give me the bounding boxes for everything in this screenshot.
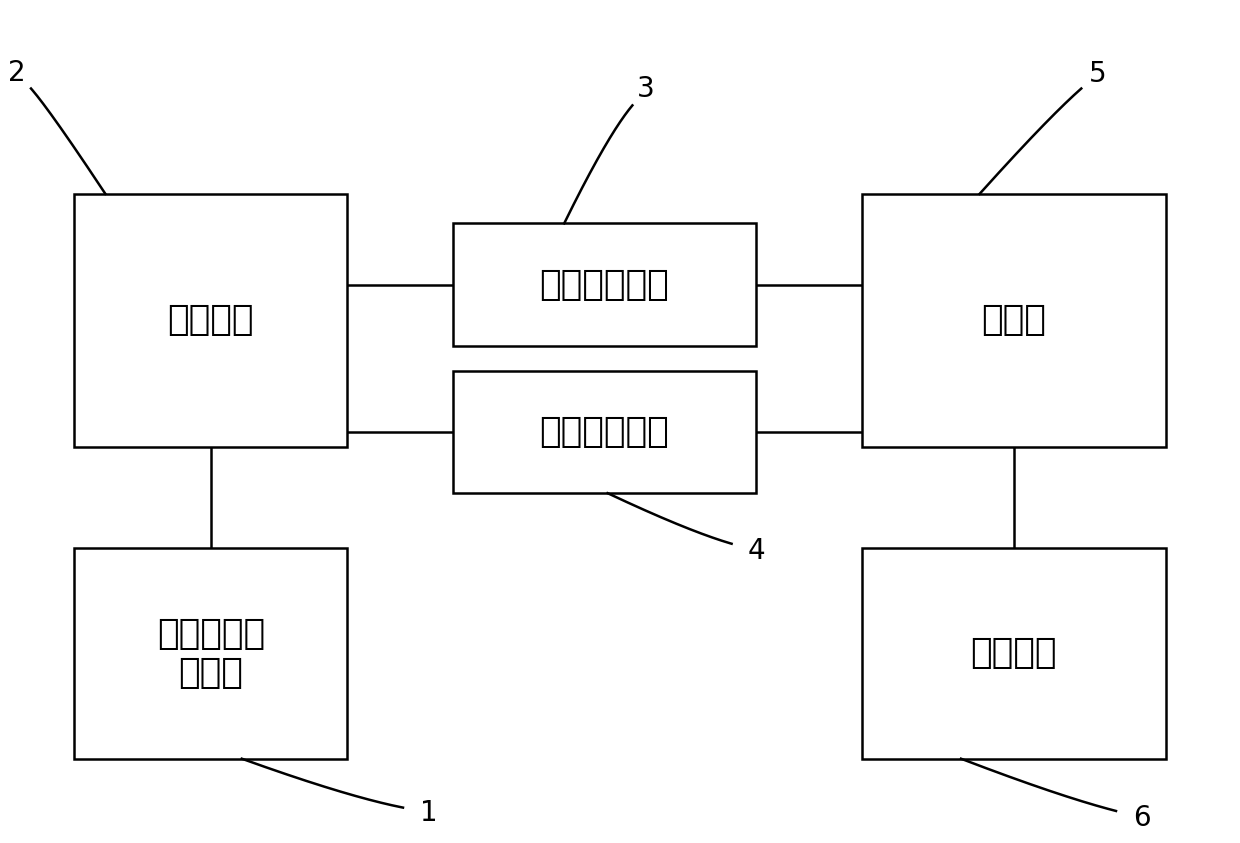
Text: 工频隔离耦
合模块: 工频隔离耦 合模块 — [156, 616, 265, 690]
Text: 电压采样模块: 电压采样模块 — [539, 267, 670, 302]
Text: 5: 5 — [1089, 60, 1107, 88]
Text: 1: 1 — [420, 798, 438, 827]
Bar — [862, 194, 1166, 447]
Text: 2: 2 — [9, 59, 26, 87]
Bar — [453, 371, 756, 493]
Bar — [862, 548, 1166, 759]
Text: 控制器: 控制器 — [981, 303, 1047, 337]
Text: 滤波模块: 滤波模块 — [167, 303, 254, 337]
Text: 6: 6 — [1132, 803, 1151, 831]
Bar — [453, 223, 756, 346]
Text: 4: 4 — [748, 537, 765, 565]
Text: 3: 3 — [637, 75, 655, 104]
Bar — [74, 194, 347, 447]
Text: 显示模块: 显示模块 — [971, 636, 1056, 670]
Bar — [74, 548, 347, 759]
Text: 电流采样模块: 电流采样模块 — [539, 415, 670, 449]
